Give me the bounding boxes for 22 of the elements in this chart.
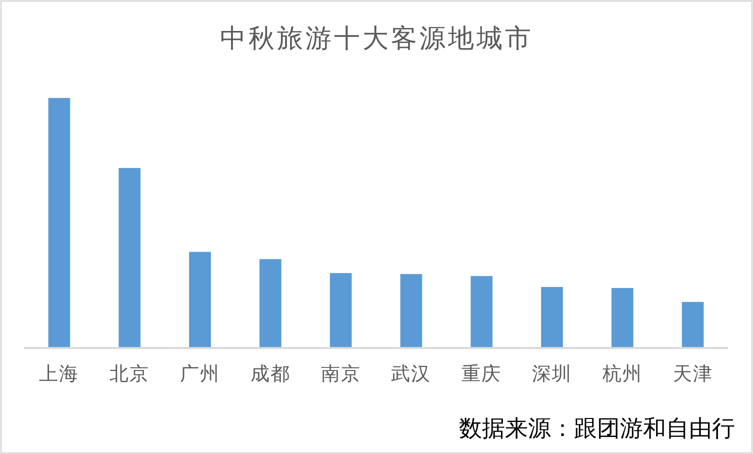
x-tick-label: 武汉: [391, 363, 432, 385]
x-tick-label: 深圳: [532, 363, 572, 385]
x-tick-label: 杭州: [601, 363, 642, 385]
x-tick-label: 天津: [672, 363, 713, 385]
bar: [682, 302, 704, 347]
bar: [541, 286, 563, 347]
x-tick-label: 广州: [180, 363, 220, 385]
x-tick-label: 重庆: [462, 363, 502, 385]
bar: [330, 273, 352, 347]
x-tick-label: 北京: [110, 363, 150, 385]
bar: [259, 259, 282, 347]
bar: [189, 252, 211, 347]
chart-title: 中秋旅游十大客源地城市: [220, 24, 534, 54]
source-note: 数据来源：跟团游和自由行: [459, 416, 735, 442]
bar: [470, 276, 493, 347]
x-tick-label: 南京: [320, 363, 361, 385]
bar: [48, 98, 70, 347]
x-tick-label: 上海: [39, 363, 80, 385]
x-tick-label: 成都: [250, 363, 290, 385]
bar: [400, 274, 422, 347]
bar: [118, 168, 141, 347]
bar: [611, 288, 634, 347]
